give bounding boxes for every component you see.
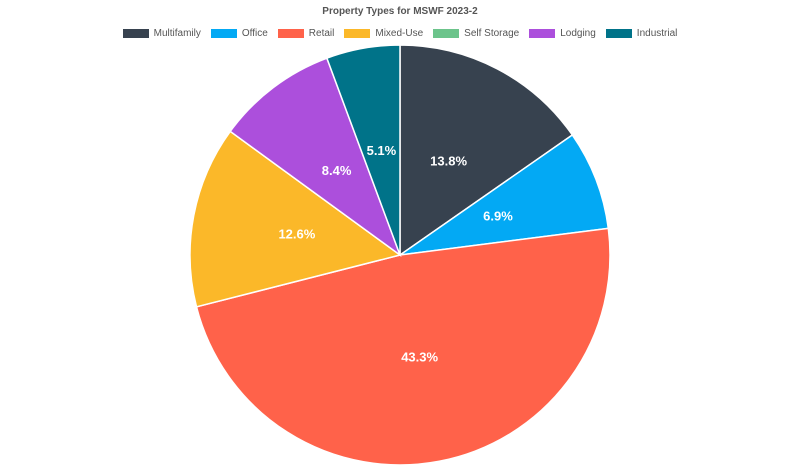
- legend-label: Office: [241, 28, 268, 39]
- legend-item-office[interactable]: Office: [210, 28, 268, 39]
- legend-label: Retail: [308, 28, 335, 39]
- legend-label: Self Storage: [464, 28, 520, 39]
- legend-item-mixed-use[interactable]: Mixed-Use: [344, 28, 423, 39]
- legend-swatch: [529, 29, 556, 38]
- pie-slice-industrial[interactable]: [325, 44, 401, 256]
- legend-label: Lodging: [560, 28, 596, 39]
- slice-label: 13.8%: [430, 153, 467, 168]
- legend-swatch: [210, 29, 237, 38]
- legend-label: Multifamily: [153, 28, 201, 39]
- pie-slice-multifamily[interactable]: [399, 44, 574, 257]
- legend-swatch: [277, 29, 304, 38]
- legend-swatch: [605, 29, 632, 38]
- pie-slice-lodging[interactable]: [229, 57, 402, 258]
- pie-slice-retail[interactable]: [195, 227, 611, 466]
- legend-item-industrial[interactable]: Industrial: [605, 28, 678, 39]
- chart-title: Property Types for MSWF 2023-2: [322, 6, 478, 17]
- legend-label: Mixed-Use: [375, 28, 424, 39]
- legend-label: Industrial: [636, 28, 678, 39]
- legend-swatch: [433, 29, 460, 38]
- slice-label: 8.4%: [322, 163, 352, 178]
- legend: Multifamily Office Retail Mixed-Use Self Sto…: [0, 28, 800, 39]
- slice-label: 5.1%: [367, 143, 397, 158]
- legend-swatch: [122, 29, 149, 38]
- legend-item-multifamily[interactable]: Multifamily: [122, 28, 201, 39]
- legend-swatch: [344, 29, 371, 38]
- legend-item-lodging[interactable]: Lodging: [529, 28, 596, 39]
- legend-item-self-storage[interactable]: Self Storage: [433, 28, 519, 39]
- slice-label: 12.6%: [278, 227, 315, 242]
- slice-label: 6.9%: [483, 209, 513, 224]
- slice-label: 43.3%: [401, 350, 438, 365]
- legend-item-retail[interactable]: Retail: [277, 28, 335, 39]
- pie-slice-mixed-use[interactable]: [189, 130, 402, 308]
- pie-slice-office[interactable]: [399, 133, 610, 256]
